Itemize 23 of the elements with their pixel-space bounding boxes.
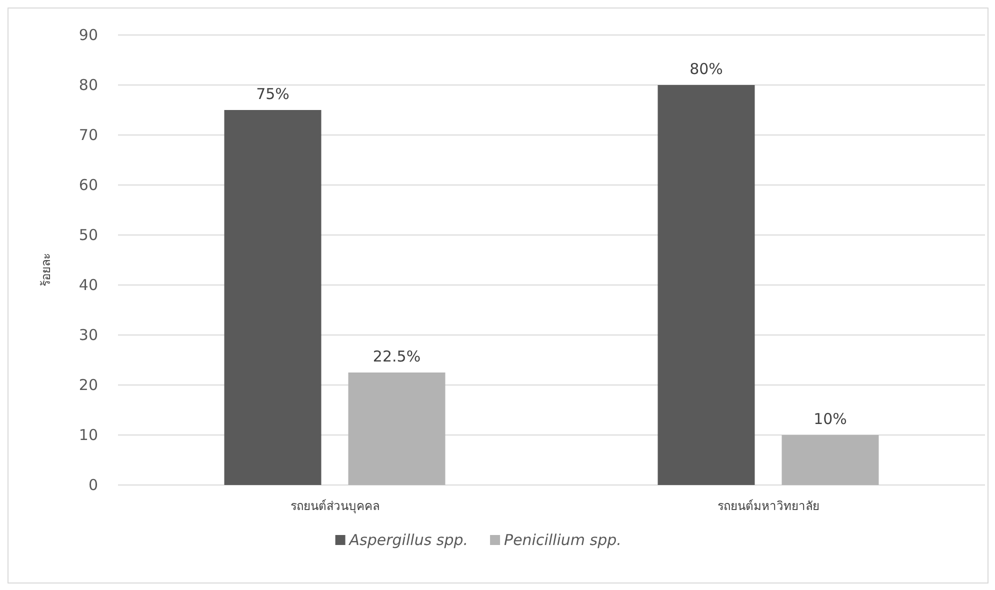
y-tick-label: 10 [78, 426, 98, 444]
y-tick-label: 70 [78, 126, 98, 144]
y-tick-label: 20 [78, 376, 98, 394]
bar [224, 110, 322, 485]
x-tick-label: รถยนต์มหาวิทยาลัย [717, 499, 820, 513]
data-label: 80% [690, 60, 723, 78]
y-tick-label: 80 [78, 76, 98, 94]
data-label: 75% [256, 85, 290, 103]
y-tick-label: 90 [78, 26, 98, 44]
y-tick-label: 50 [78, 226, 98, 244]
legend-label: Aspergillus spp. [348, 531, 468, 549]
bar [782, 435, 879, 485]
y-tick-label: 60 [78, 176, 98, 194]
y-tick-label: 0 [88, 476, 98, 494]
y-axis-title: ร้อยละ [39, 254, 53, 286]
bar [348, 372, 446, 485]
data-label: 22.5% [372, 348, 421, 366]
legend-label: Penicillium spp. [504, 531, 622, 549]
y-tick-label: 30 [78, 326, 98, 344]
x-tick-label: รถยนต์ส่วนบุคคล [290, 499, 380, 514]
bar [658, 85, 755, 485]
data-label: 10% [814, 410, 847, 428]
y-tick-label: 40 [78, 276, 98, 294]
